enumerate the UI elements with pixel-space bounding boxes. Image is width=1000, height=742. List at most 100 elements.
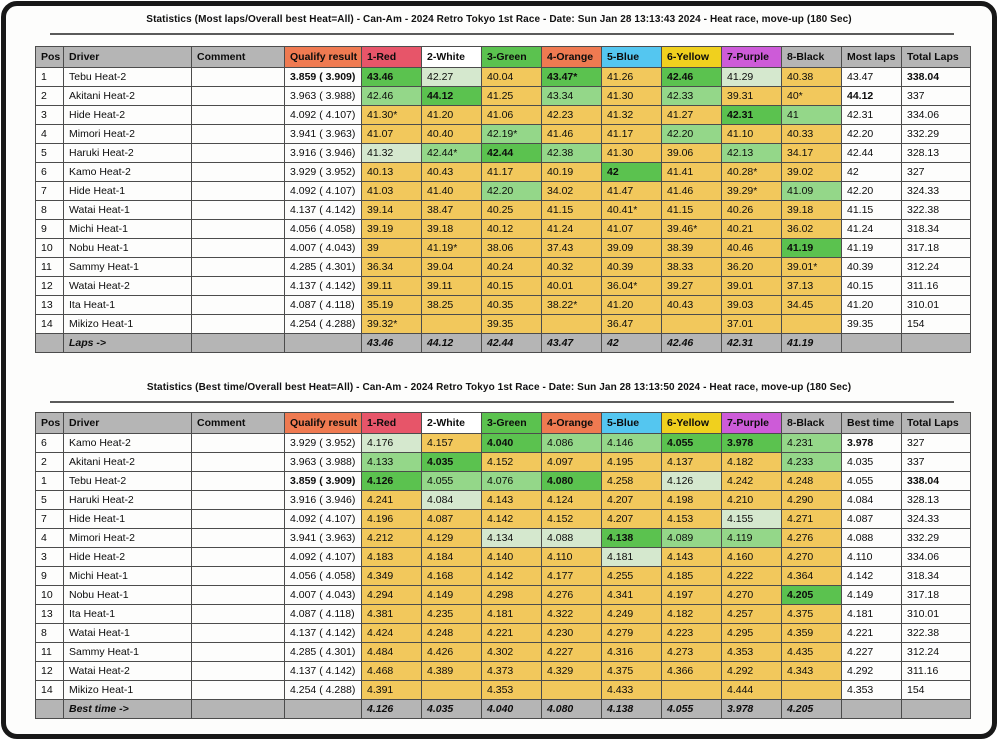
comment-cell [191, 604, 285, 624]
lap-cell: 4.184 [421, 547, 482, 567]
comment-cell [191, 257, 285, 277]
lap-cell: 41.30 [601, 86, 662, 106]
lap-cell: 40.15 [481, 276, 542, 296]
lap-cell: 38.22* [541, 295, 602, 315]
pos-cell: 1 [35, 67, 64, 87]
column-header-7-purple: 7-Purple [721, 46, 782, 68]
footer-spacer [841, 699, 902, 719]
comment-cell [191, 547, 285, 567]
lap-cell: 4.089 [661, 528, 722, 548]
lap-cell: 4.185 [661, 566, 722, 586]
lap-cell: 4.316 [601, 642, 662, 662]
lap-cell: 4.444 [721, 680, 782, 700]
lap-cell: 43.47* [541, 67, 602, 87]
lap-cell: 40.35 [481, 295, 542, 315]
qualify-cell: 4.007 ( 4.043) [284, 238, 362, 258]
lap-cell: 4.149 [421, 585, 482, 605]
qualify-cell: 3.859 ( 3.909) [284, 67, 362, 87]
pos-cell: 5 [35, 143, 64, 163]
lap-cell: 39.32* [361, 314, 422, 334]
lap-cell: 41.17 [601, 124, 662, 144]
lap-cell: 40.43 [421, 162, 482, 182]
summary-cell: 44.12 [841, 86, 902, 106]
qualify-cell: 3.929 ( 3.952) [284, 433, 362, 453]
comment-cell [191, 566, 285, 586]
summary-cell: 42.31 [841, 105, 902, 125]
lap-cell: 40.38 [781, 67, 842, 87]
lap-cell [661, 680, 722, 700]
comment-cell [191, 452, 285, 472]
footer-value: 4.055 [661, 699, 722, 719]
lap-cell: 37.13 [781, 276, 842, 296]
lap-cell: 4.137 [661, 452, 722, 472]
lap-cell: 42.38 [541, 143, 602, 163]
footer-value: 42 [601, 333, 662, 353]
comment-cell [191, 509, 285, 529]
lap-cell: 4.086 [541, 433, 602, 453]
lap-cell: 4.257 [721, 604, 782, 624]
pos-cell: 6 [35, 162, 64, 182]
lap-cell: 40.39 [601, 257, 662, 277]
total-laps-cell: 317.18 [901, 585, 971, 605]
comment-cell [191, 585, 285, 605]
table-row: 5 Haruki Heat-2 3.916 ( 3.946) 4.241 4.084 4.… [35, 490, 971, 510]
total-laps-cell: 317.18 [901, 238, 971, 258]
lap-cell: 4.146 [601, 433, 662, 453]
driver-cell: Hide Heat-1 [63, 509, 192, 529]
pos-cell: 1 [35, 471, 64, 491]
column-header-driver: Driver [63, 46, 192, 68]
qualify-cell: 3.916 ( 3.946) [284, 143, 362, 163]
footer-value: 4.035 [421, 699, 482, 719]
qualify-cell: 4.137 ( 4.142) [284, 623, 362, 643]
table-row: 1 Tebu Heat-2 3.859 ( 3.909) 4.126 4.055 4.07… [35, 471, 971, 491]
summary-cell: 4.221 [841, 623, 902, 643]
driver-cell: Tebu Heat-2 [63, 471, 192, 491]
lap-cell: 39.46* [661, 219, 722, 239]
lap-cell: 4.119 [721, 528, 782, 548]
footer-value: 4.126 [361, 699, 422, 719]
total-laps-cell: 318.34 [901, 219, 971, 239]
lap-cell: 4.126 [361, 471, 422, 491]
summary-cell: 4.353 [841, 680, 902, 700]
pos-cell: 9 [35, 219, 64, 239]
lap-cell [541, 314, 602, 334]
column-header-6-yellow: 6-Yellow [661, 46, 722, 68]
driver-cell: Michi Heat-1 [63, 219, 192, 239]
lap-cell: 4.366 [661, 661, 722, 681]
total-laps-cell: 338.04 [901, 471, 971, 491]
summary-cell: 41.24 [841, 219, 902, 239]
lap-cell: 42 [601, 162, 662, 182]
lap-cell: 39.31 [721, 86, 782, 106]
column-header-comment: Comment [191, 46, 285, 68]
summary-cell: 4.110 [841, 547, 902, 567]
summary-cell: 4.149 [841, 585, 902, 605]
lap-cell: 4.391 [361, 680, 422, 700]
comment-cell [191, 623, 285, 643]
lap-cell: 4.249 [601, 604, 662, 624]
table-row: 1 Tebu Heat-2 3.859 ( 3.909) 43.46 42.27 40.0… [35, 67, 971, 87]
lap-cell [541, 680, 602, 700]
driver-cell: Haruki Heat-2 [63, 143, 192, 163]
column-header-1-red: 1-Red [361, 412, 422, 434]
qualify-cell: 4.092 ( 4.107) [284, 547, 362, 567]
lap-cell: 4.353 [721, 642, 782, 662]
total-laps-cell: 311.16 [901, 276, 971, 296]
lap-cell: 4.484 [361, 642, 422, 662]
summary-cell: 42.20 [841, 181, 902, 201]
column-header-driver: Driver [63, 412, 192, 434]
lap-cell: 4.152 [541, 509, 602, 529]
driver-cell: Tebu Heat-2 [63, 67, 192, 87]
lap-cell: 4.040 [481, 433, 542, 453]
qualify-cell: 3.963 ( 3.988) [284, 452, 362, 472]
comment-cell [191, 219, 285, 239]
footer-spacer [191, 699, 285, 719]
pos-cell: 13 [35, 295, 64, 315]
lap-cell: 41.20 [601, 295, 662, 315]
footer-label: Laps -> [63, 333, 192, 353]
best-time-table-title: Statistics (Best time/Overall best Heat=… [146, 382, 852, 393]
lap-cell: 4.353 [481, 680, 542, 700]
summary-cell: 4.087 [841, 509, 902, 529]
lap-cell: 41.41 [661, 162, 722, 182]
lap-cell: 4.248 [781, 471, 842, 491]
